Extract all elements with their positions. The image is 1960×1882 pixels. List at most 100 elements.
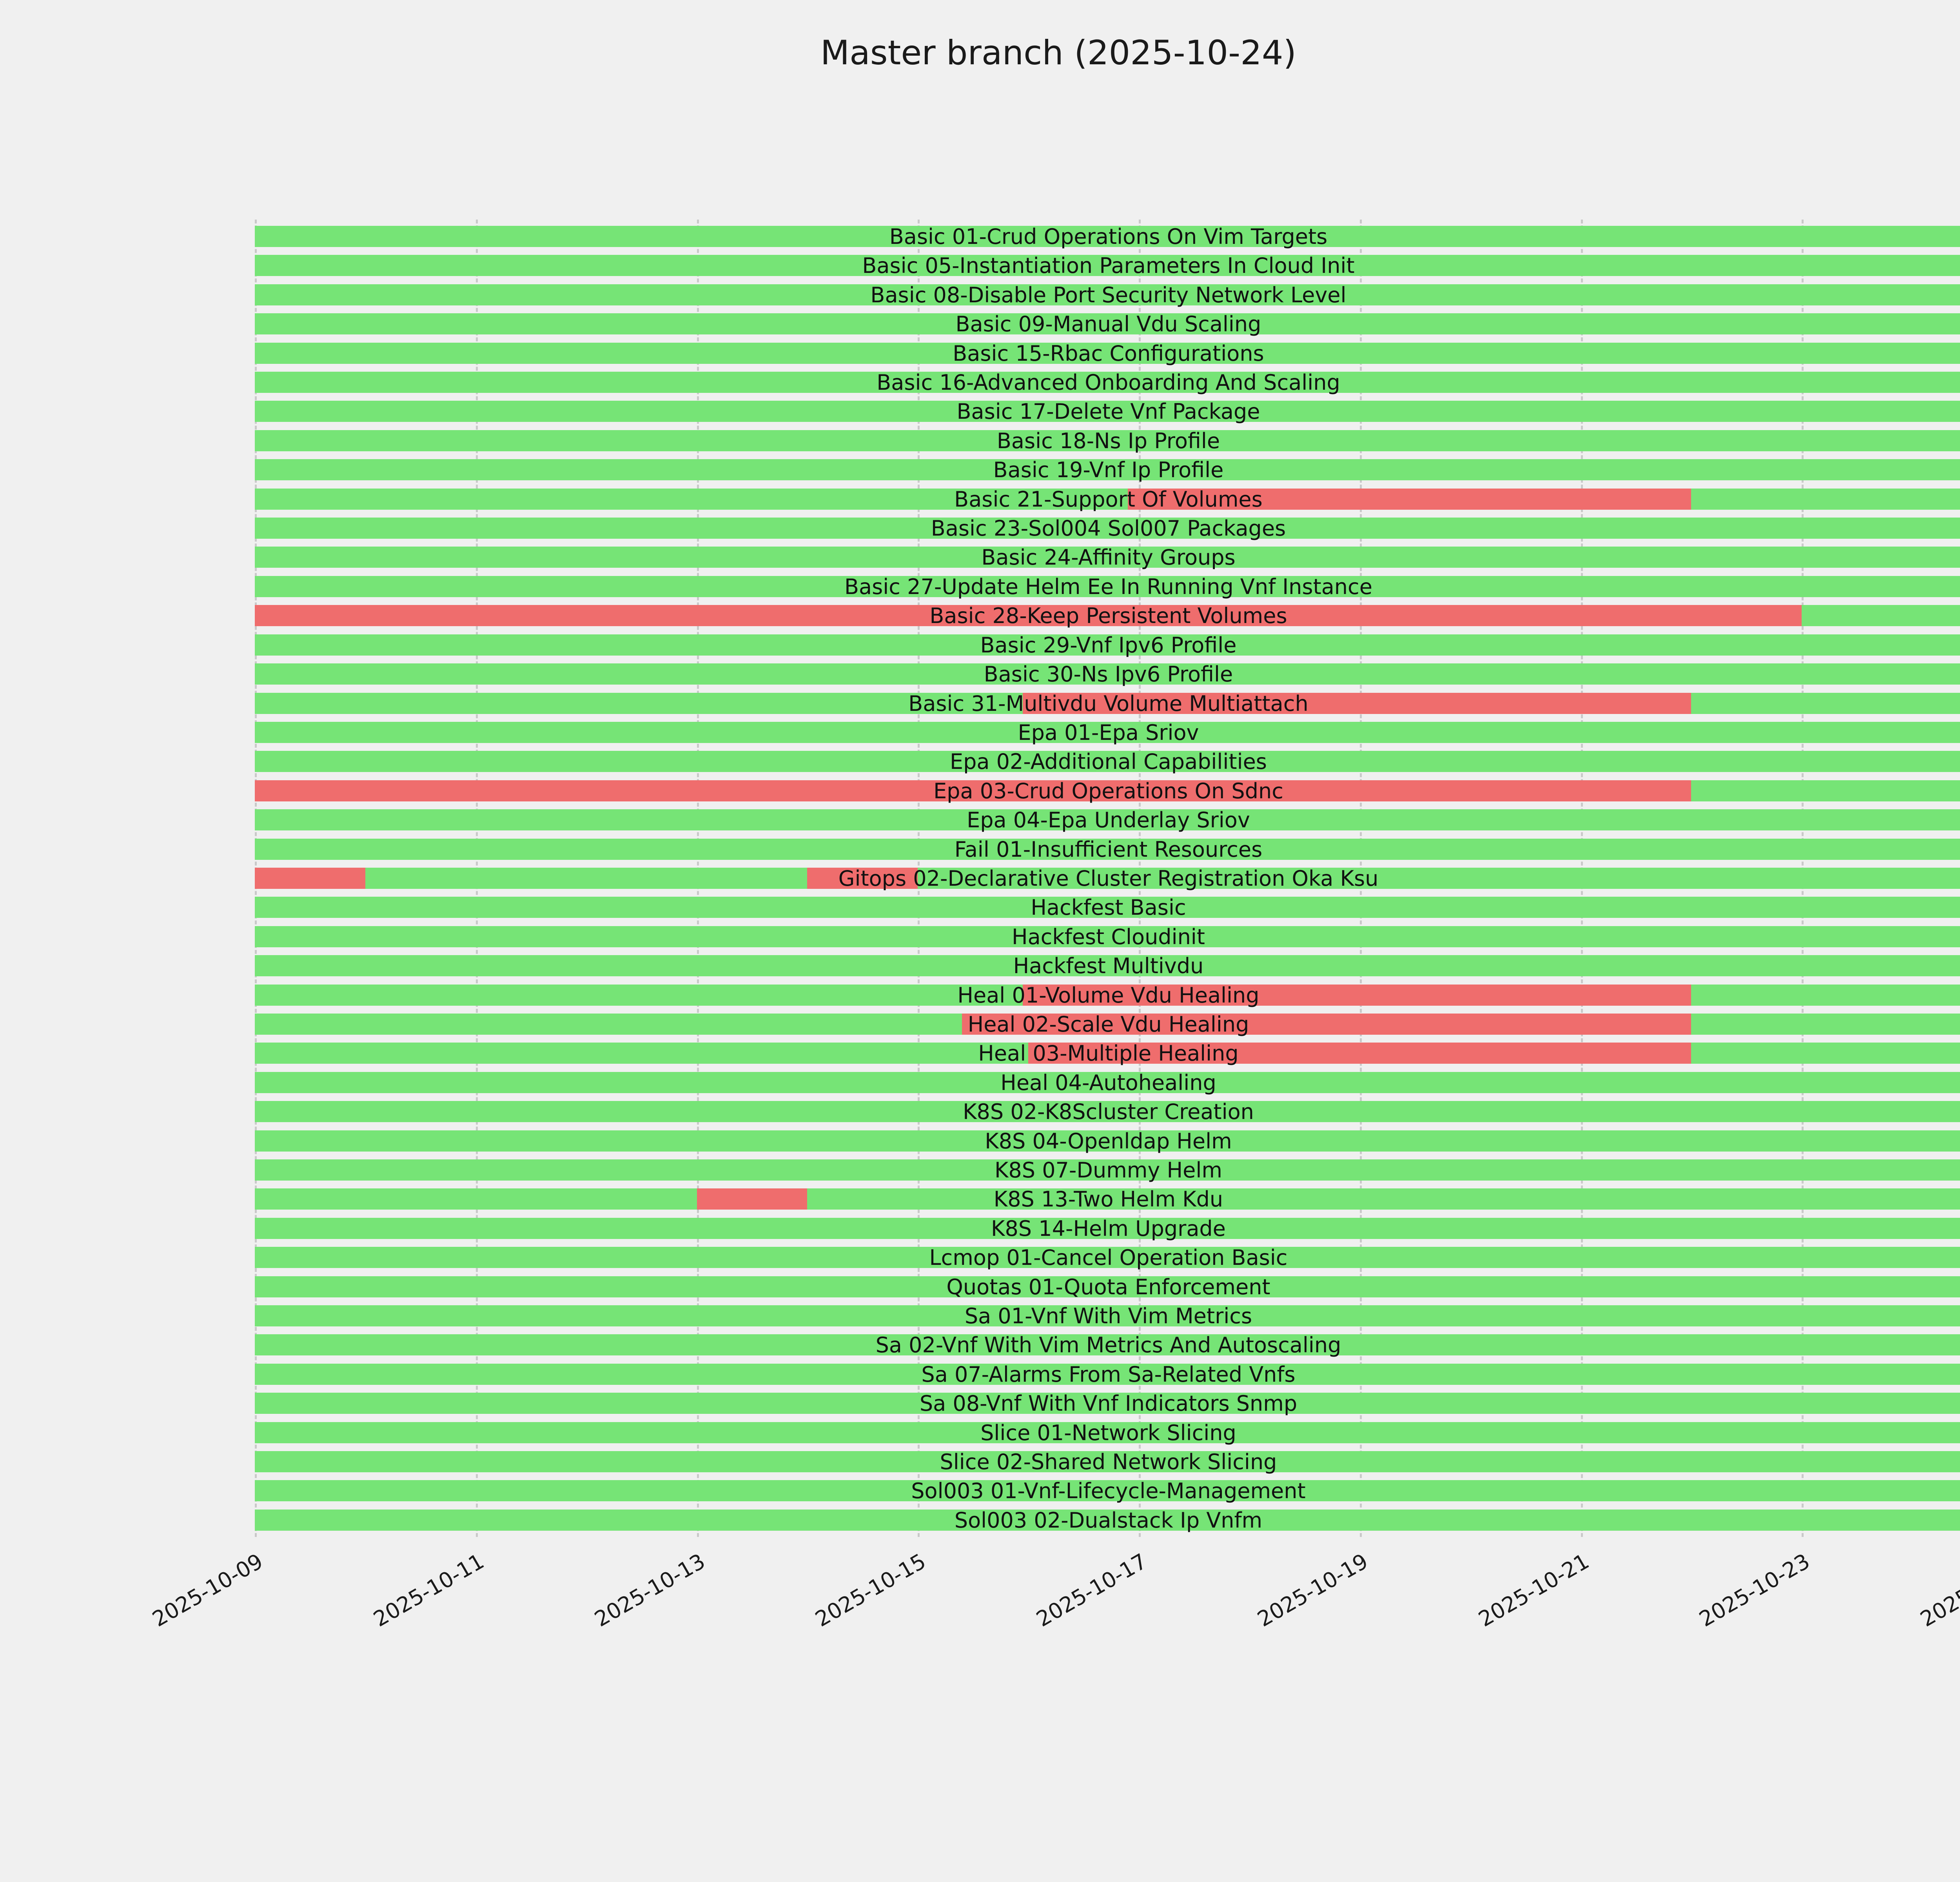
pass-bar (255, 1509, 1960, 1531)
test-row: K8S 02-K8Scluster Creation (255, 1099, 1960, 1124)
row-label: Basic 16-Advanced Onboarding And Scaling (877, 370, 1340, 395)
row-label: Epa 02-Additional Capabilities (950, 749, 1267, 774)
pass-bar (255, 372, 1960, 393)
row-label: Epa 04-Epa Underlay Sriov (967, 808, 1250, 833)
test-row: Fail 01-Insufficient Resources (255, 837, 1960, 862)
row-label: Basic 19-Vnf Ip Profile (993, 458, 1224, 483)
pass-bar (255, 634, 1960, 656)
row-label: Slice 01-Network Slicing (980, 1420, 1236, 1445)
pass-bar (255, 721, 1960, 743)
test-row: Quotas 01-Quota Enforcement (255, 1274, 1960, 1299)
test-row: Gitops 02-Declarative Cluster Registrati… (255, 866, 1960, 891)
row-label: Basic 18-Ns Ip Profile (996, 428, 1220, 453)
row-label: K8S 04-Openldap Helm (985, 1128, 1232, 1154)
test-row: Basic 28-Keep Persistent Volumes (255, 603, 1960, 629)
row-label: K8S 14-Helm Upgrade (991, 1216, 1226, 1241)
pass-bar (255, 1188, 1960, 1210)
pass-bar (255, 809, 1960, 831)
test-row: Basic 29-Vnf Ipv6 Profile (255, 634, 1960, 656)
test-row: Basic 24-Affinity Groups (255, 545, 1960, 570)
pass-bar (255, 1130, 1960, 1152)
fail-segment (255, 605, 1802, 627)
row-label: K8S 02-K8Scluster Creation (963, 1099, 1254, 1124)
row-label: K8S 13-Two Helm Kdu (993, 1187, 1223, 1212)
pass-bar (255, 1072, 1960, 1093)
row-label: K8S 07-Dummy Helm (994, 1158, 1222, 1183)
pass-bar (255, 897, 1960, 918)
row-label: Hackfest Cloudinit (1011, 924, 1205, 949)
row-label: Sa 07-Alarms From Sa-Related Vnfs (921, 1362, 1296, 1387)
fail-segment (697, 1188, 808, 1210)
test-row: Heal 03-Multiple Healing (255, 1043, 1960, 1065)
row-label: Basic 24-Affinity Groups (981, 545, 1236, 570)
test-row: Basic 01-Crud Operations On Vim Targets (255, 226, 1960, 248)
pass-bar (255, 1276, 1960, 1297)
x-tick-label: 2025-10-21 (1474, 1549, 1593, 1632)
test-row: Hackfest Multivdu (255, 954, 1960, 979)
x-tick-label: 2025-10-11 (369, 1549, 488, 1632)
row-label: Sa 08-Vnf With Vnf Indicators Snmp (919, 1391, 1298, 1416)
test-row: Lcmop 01-Cancel Operation Basic (255, 1247, 1960, 1269)
test-row: Sa 02-Vnf With Vim Metrics And Autoscali… (255, 1333, 1960, 1358)
test-row: Basic 09-Manual Vdu Scaling (255, 312, 1960, 337)
row-label: Fail 01-Insufficient Resources (954, 837, 1263, 862)
plot-area: Basic 01-Crud Operations On Vim Targets B… (148, 220, 1960, 1631)
pass-bar (255, 838, 1960, 860)
pass-bar (255, 1422, 1960, 1443)
pass-bar (255, 1159, 1960, 1181)
test-row: K8S 04-Openldap Helm (255, 1130, 1960, 1152)
x-tick-label: 2025-10-23 (1695, 1549, 1814, 1632)
x-tick-label: 2025-10-25 (1916, 1549, 1960, 1632)
fail-segment (255, 867, 365, 889)
pass-bar (255, 430, 1960, 451)
test-row: Heal 02-Scale Vdu Healing (255, 1012, 1960, 1037)
row-label: Basic 29-Vnf Ipv6 Profile (980, 632, 1237, 658)
x-tick-label: 2025-10-17 (1032, 1549, 1151, 1632)
pass-bar (255, 1451, 1960, 1473)
fail-segment (255, 780, 1691, 801)
pass-bar (255, 867, 1960, 889)
test-row: Basic 15-Rbac Configurations (255, 341, 1960, 366)
test-row: K8S 07-Dummy Helm (255, 1159, 1960, 1181)
fail-segment (807, 867, 918, 889)
pass-bar (255, 926, 1960, 947)
test-row: Basic 16-Advanced Onboarding And Scaling (255, 370, 1960, 395)
test-row: Hackfest Cloudinit (255, 924, 1960, 949)
row-label: Basic 28-Keep Persistent Volumes (929, 603, 1287, 629)
x-tick-label: 2025-10-13 (590, 1549, 709, 1632)
test-row: Basic 05-Instantiation Parameters In Clo… (255, 253, 1960, 278)
fail-segment (962, 1013, 1691, 1035)
test-row: Sa 08-Vnf With Vnf Indicators Snmp (255, 1391, 1960, 1416)
test-row: Epa 03-Crud Operations On Sdnc (255, 778, 1960, 803)
row-label: Gitops 02-Declarative Cluster Registrati… (838, 866, 1379, 891)
test-row: Slice 01-Network Slicing (255, 1420, 1960, 1445)
row-label: Hackfest Multivdu (1013, 954, 1204, 979)
row-label: Epa 03-Crud Operations On Sdnc (933, 778, 1283, 803)
pass-bar (255, 226, 1960, 247)
test-row: Basic 18-Ns Ip Profile (255, 428, 1960, 453)
test-row: Slice 02-Shared Network Slicing (255, 1451, 1960, 1473)
row-label: Basic 09-Manual Vdu Scaling (955, 312, 1261, 337)
row-label: Basic 27-Update Helm Ee In Running Vnf I… (844, 574, 1372, 599)
test-row: Basic 19-Vnf Ip Profile (255, 458, 1960, 483)
fail-segment (1127, 488, 1691, 510)
fail-segment (1023, 692, 1691, 714)
test-row: Sa 01-Vnf With Vim Metrics (255, 1305, 1960, 1327)
test-row: Basic 17-Delete Vnf Package (255, 399, 1960, 424)
test-row: Basic 27-Update Helm Ee In Running Vnf I… (255, 574, 1960, 599)
row-label: Basic 15-Rbac Configurations (953, 341, 1264, 366)
row-label: Basic 17-Delete Vnf Package (956, 399, 1260, 424)
row-label: Heal 02-Scale Vdu Healing (967, 1012, 1249, 1037)
pass-bar (255, 576, 1960, 597)
pass-bar (255, 1363, 1960, 1385)
row-label: Basic 05-Instantiation Parameters In Clo… (862, 253, 1355, 278)
test-row: Sol003 01-Vnf-Lifecycle-Management (255, 1480, 1960, 1502)
pass-bar (255, 313, 1960, 335)
test-row: Sa 07-Alarms From Sa-Related Vnfs (255, 1362, 1960, 1387)
row-label: Quotas 01-Quota Enforcement (946, 1274, 1270, 1299)
row-label: Sa 02-Vnf With Vim Metrics And Autoscali… (875, 1333, 1341, 1358)
test-row: Basic 31-Multivdu Volume Multiattach (255, 692, 1960, 714)
pass-bar (255, 1217, 1960, 1239)
pass-bar (255, 1480, 1960, 1502)
pass-bar (255, 459, 1960, 481)
